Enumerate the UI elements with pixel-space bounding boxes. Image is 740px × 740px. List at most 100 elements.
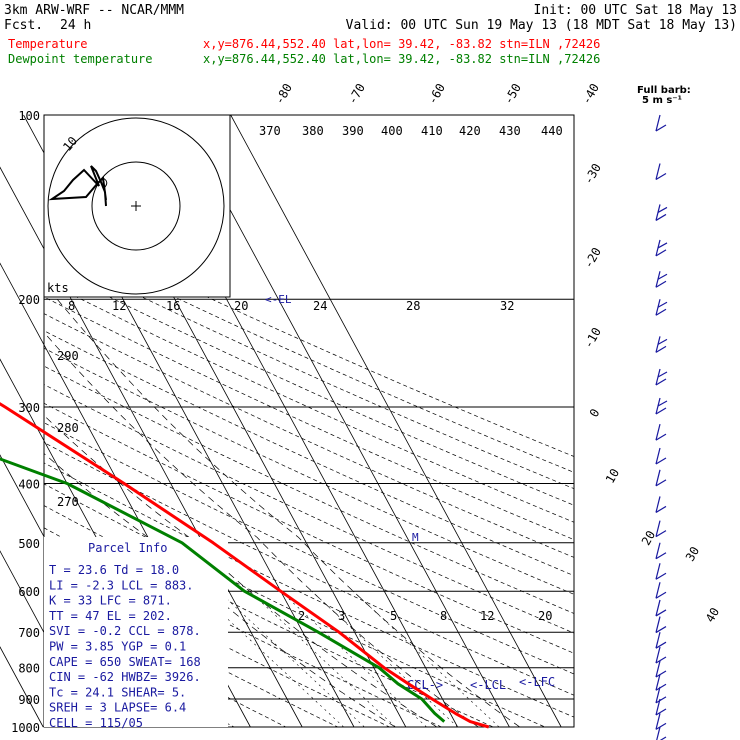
parcel-info-row: CELL = 115/05 (49, 716, 143, 730)
forecast-label: Fcst. (4, 18, 43, 33)
data-traces (0, 402, 490, 729)
mixing-level-marker: M (412, 531, 419, 544)
hodograph-center-mark (131, 201, 141, 211)
moist-adiabat-line (44, 415, 438, 727)
isobar-label: 600 (18, 585, 40, 599)
dry-adiabat-line (44, 313, 574, 558)
isobar-label: 900 (18, 693, 40, 707)
isotherm-label: -50 (501, 81, 524, 107)
parcel-info-row: T = 23.6 Td = 18.0 (49, 563, 179, 577)
mixing-ratio-label: 5 (390, 609, 397, 623)
wind-barb (655, 469, 667, 487)
plot-frame (43, 114, 575, 728)
isotherm-line (230, 114, 562, 728)
wind-barb (655, 447, 667, 465)
isotherm-label: 20 (639, 528, 658, 548)
theta-label: 370 (259, 124, 281, 138)
isotherm-label: -20 (581, 245, 604, 271)
wind-barb (655, 299, 668, 316)
isotherm-line (0, 166, 303, 728)
speed-ring-label: 28 (406, 299, 420, 313)
isotherm-label: -10 (581, 325, 604, 351)
wind-barb (655, 397, 668, 415)
parcel-info-row: CIN = -62 HWBZ= 3926. (49, 670, 201, 684)
el-marker: <-EL (265, 293, 292, 306)
speed-ring-label: 8 (68, 299, 75, 313)
wind-barb (655, 542, 667, 560)
wind-barb (655, 686, 667, 704)
theta-label: 390 (342, 124, 364, 138)
wind-barb (655, 368, 668, 386)
parcel-info-row: CAPE = 650 SWEAT= 168 (49, 655, 201, 669)
temperature-trace (0, 402, 490, 729)
wind-barb (655, 616, 667, 634)
dry-adiabat-line (44, 264, 574, 506)
wind-barb (655, 520, 667, 538)
dry-adiabat-line (44, 218, 574, 457)
isobar-label: 200 (18, 293, 40, 307)
hodograph: 10 (43, 114, 231, 298)
dry-adiabat-line (44, 574, 338, 727)
mixing-ratio-line (311, 591, 458, 728)
dewpoint-legend-name: Dewpoint temperature (8, 52, 153, 66)
mixing-ratio-label: 12 (480, 609, 494, 623)
wind-barbs (655, 114, 668, 740)
isotherm-label: -60 (425, 81, 448, 107)
isotherm-label: 30 (683, 544, 702, 564)
wind-barb (655, 336, 668, 353)
mixing-ratio-label: 20 (538, 609, 552, 623)
isobar-label: 500 (18, 537, 40, 551)
wind-barb (655, 698, 667, 716)
parcel-info-panel (44, 537, 228, 727)
isobar-label: 400 (18, 477, 40, 491)
parcel-info-row: LI = -2.3 LCL = 883. (49, 578, 194, 592)
theta-label: 420 (459, 124, 481, 138)
wind-barb (655, 424, 667, 441)
wind-barb (655, 646, 667, 664)
theta-label: 430 (499, 124, 521, 138)
speed-ring-label: 12 (112, 299, 126, 313)
dewpoint-legend-location: x,y=876.44,552.40 lat,lon= 39.42, -83.82… (203, 52, 600, 66)
hodograph-inner-ring (91, 161, 181, 251)
parcel-info-title: Parcel Info (88, 541, 167, 555)
isobar-label: 800 (18, 662, 40, 676)
parcel-info-row: PW = 3.85 YGP = 0.1 (49, 640, 186, 654)
theta-label: 440 (541, 124, 563, 138)
full-barb-title: Full barb: (637, 85, 691, 96)
theta-label: 380 (302, 124, 324, 138)
dry-adiabat-line (44, 248, 574, 490)
wind-barb (655, 496, 667, 513)
wind-barb (655, 163, 667, 180)
wind-barb (655, 204, 668, 221)
speed-ring-label: 16 (166, 299, 180, 313)
isobar-label: 300 (18, 401, 40, 415)
hodograph-outer-ring (47, 117, 225, 295)
isotherm-label: 0 (587, 406, 603, 419)
speed-ring-label: 24 (313, 299, 327, 313)
forecast-hours: 24 h (60, 18, 91, 33)
parcel-info-row: SREH = 3 LAPSE= 6.4 (49, 701, 186, 715)
hodograph-speed-units: kts (47, 281, 69, 295)
lcl-marker: <-LCL (470, 678, 506, 692)
wind-barb (655, 114, 667, 132)
parcel-info-rows: T = 23.6 Td = 18.0LI = -2.3 LCL = 883. K … (49, 563, 201, 730)
isotherm-label: -70 (345, 81, 368, 107)
wind-barb (655, 632, 667, 649)
hodograph-storm-arc (102, 177, 108, 189)
wind-barb (655, 674, 667, 691)
parcel-info-row: TT = 47 EL = 202. (49, 609, 172, 623)
parcel-info-row: SVI = -0.2 CCL = 878. (49, 624, 201, 638)
dry-adiabat-line (44, 280, 574, 523)
lfc-marker: <-LFC (519, 675, 555, 689)
isobar-label: 100 (18, 109, 40, 123)
moist-adiabat-line (56, 298, 521, 727)
hodograph-trace (48, 165, 107, 207)
theta-label: 270 (57, 495, 79, 509)
theta-label: 400 (381, 124, 403, 138)
full-barb-units: 5 m s⁻¹ (642, 95, 682, 106)
wind-barb (656, 726, 667, 740)
theta-label: 410 (421, 124, 443, 138)
moist-adiabat-line (44, 331, 479, 727)
wind-barb (655, 582, 667, 599)
wind-barb (655, 599, 667, 617)
